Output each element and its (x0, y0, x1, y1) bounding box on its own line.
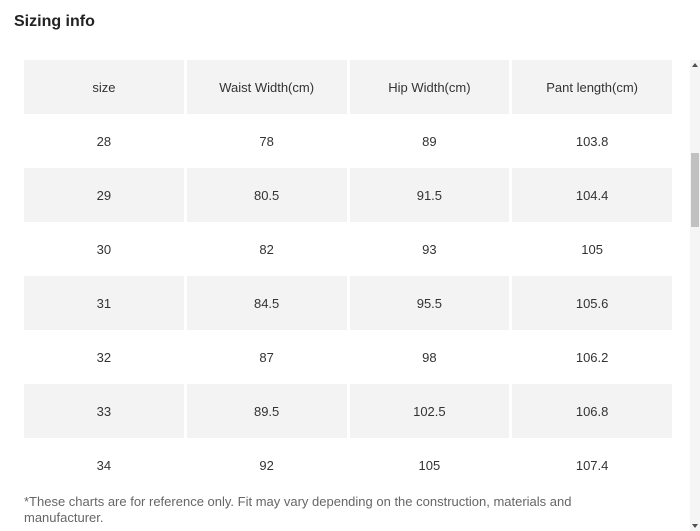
scrollbar-thumb[interactable] (691, 153, 699, 227)
cell-pant-length: 103.8 (575, 133, 609, 149)
scroll-up-arrow-icon[interactable] (692, 63, 698, 67)
cell-hip-width: 102.5 (349, 384, 510, 438)
sizing-content[interactable]: size Waist Width(cm) Hip Width(cm) Pant … (0, 60, 700, 531)
table-row: 32 87 98 106.2 (24, 330, 672, 384)
reference-disclaimer: *These charts are for reference only. Fi… (24, 494, 572, 525)
header-waist-width: Waist Width(cm) (186, 60, 347, 114)
cell-size: 34 (96, 457, 112, 473)
table-row: 29 80.5 91.5 104.4 (24, 168, 672, 222)
cell-size: 30 (96, 241, 112, 257)
cell-pant-length: 105 (581, 241, 603, 257)
cell-hip-width: 98 (422, 349, 437, 365)
cell-pant-length: 106.8 (512, 384, 672, 438)
table-row: 28 78 89 103.8 (24, 114, 672, 168)
cell-hip-width: 105 (418, 457, 441, 473)
cell-hip-width: 91.5 (349, 168, 510, 222)
cell-waist-width: 92 (259, 457, 274, 473)
cell-hip-width: 89 (422, 133, 437, 149)
cell-size: 29 (24, 168, 184, 222)
table-row: 33 89.5 102.5 106.8 (24, 384, 672, 438)
table-row: 31 84.5 95.5 105.6 (24, 276, 672, 330)
cell-pant-length: 105.6 (512, 276, 672, 330)
table-header-row: size Waist Width(cm) Hip Width(cm) Pant … (24, 60, 672, 114)
cell-size: 28 (96, 133, 112, 149)
cell-size: 33 (24, 384, 184, 438)
page-title: Sizing info (14, 13, 95, 30)
header-hip-width: Hip Width(cm) (349, 60, 510, 114)
table-row: 30 82 93 105 (24, 222, 672, 276)
table-row: 34 92 105 107.4 (24, 438, 672, 492)
vertical-scrollbar[interactable] (690, 60, 700, 531)
cell-pant-length: 104.4 (512, 168, 672, 222)
header-size: size (24, 60, 184, 114)
cell-waist-width: 87 (259, 349, 274, 365)
cell-waist-width: 80.5 (186, 168, 347, 222)
sizing-table: size Waist Width(cm) Hip Width(cm) Pant … (21, 60, 675, 492)
cell-waist-width: 89.5 (186, 384, 347, 438)
scroll-down-arrow-icon[interactable] (692, 524, 698, 528)
cell-waist-width: 84.5 (186, 276, 347, 330)
cell-size: 31 (24, 276, 184, 330)
cell-hip-width: 93 (422, 241, 437, 257)
cell-pant-length: 106.2 (575, 349, 609, 365)
cell-pant-length: 107.4 (575, 457, 609, 473)
header-pant-length: Pant length(cm) (512, 60, 672, 114)
cell-size: 32 (96, 349, 112, 365)
cell-waist-width: 78 (259, 133, 274, 149)
cell-waist-width: 82 (259, 241, 274, 257)
cell-hip-width: 95.5 (349, 276, 510, 330)
